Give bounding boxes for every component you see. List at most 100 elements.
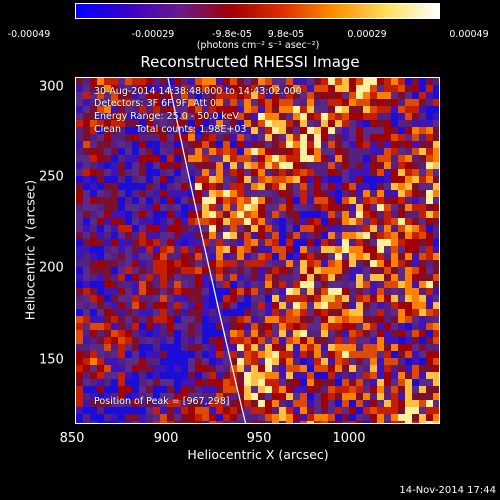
image-pixel — [90, 127, 97, 134]
image-pixel — [230, 260, 237, 267]
image-pixel — [132, 204, 139, 211]
image-pixel — [181, 365, 188, 372]
image-pixel — [321, 148, 328, 155]
image-pixel — [412, 176, 419, 183]
image-pixel — [90, 120, 97, 127]
image-pixel — [209, 176, 216, 183]
image-pixel — [209, 211, 216, 218]
image-pixel — [384, 281, 391, 288]
image-pixel — [377, 127, 384, 134]
image-pixel — [230, 197, 237, 204]
image-pixel — [230, 113, 237, 120]
image-pixel — [76, 274, 83, 281]
image-pixel — [167, 246, 174, 253]
image-pixel — [265, 309, 272, 316]
image-pixel — [286, 295, 293, 302]
image-pixel — [104, 232, 111, 239]
image-pixel — [335, 78, 342, 85]
image-pixel — [244, 183, 251, 190]
image-pixel — [209, 372, 216, 379]
image-pixel — [160, 225, 167, 232]
image-pixel — [370, 106, 377, 113]
image-pixel — [293, 407, 300, 414]
x-tick-label: 850 — [59, 431, 85, 446]
image-pixel — [412, 211, 419, 218]
image-pixel — [391, 190, 398, 197]
image-pixel — [237, 120, 244, 127]
image-pixel — [202, 316, 209, 323]
image-pixel — [209, 393, 216, 400]
image-pixel — [216, 113, 223, 120]
image-pixel — [335, 218, 342, 225]
image-pixel — [104, 197, 111, 204]
image-pixel — [153, 169, 160, 176]
image-pixel — [195, 239, 202, 246]
image-pixel — [188, 316, 195, 323]
image-pixel — [349, 134, 356, 141]
image-pixel — [405, 106, 412, 113]
image-pixel — [118, 386, 125, 393]
image-pixel — [223, 316, 230, 323]
image-pixel — [223, 330, 230, 337]
image-pixel — [139, 190, 146, 197]
image-pixel — [342, 148, 349, 155]
image-pixel — [335, 211, 342, 218]
image-pixel — [335, 379, 342, 386]
image-pixel — [244, 400, 251, 407]
image-pixel — [167, 225, 174, 232]
image-pixel — [377, 155, 384, 162]
image-pixel — [412, 190, 419, 197]
image-pixel — [335, 113, 342, 120]
image-pixel — [195, 316, 202, 323]
image-pixel — [328, 309, 335, 316]
image-pixel — [307, 120, 314, 127]
image-pixel — [111, 421, 118, 423]
image-pixel — [216, 316, 223, 323]
image-pixel — [258, 239, 265, 246]
image-pixel — [384, 414, 391, 421]
image-pixel — [363, 281, 370, 288]
image-pixel — [377, 183, 384, 190]
image-pixel — [83, 358, 90, 365]
image-pixel — [384, 99, 391, 106]
image-pixel — [335, 197, 342, 204]
image-pixel — [76, 197, 83, 204]
image-pixel — [132, 393, 139, 400]
image-pixel — [279, 365, 286, 372]
image-pixel — [384, 148, 391, 155]
image-pixel — [76, 400, 83, 407]
image-pixel — [153, 414, 160, 421]
image-pixel — [202, 400, 209, 407]
image-pixel — [356, 134, 363, 141]
image-pixel — [279, 246, 286, 253]
image-pixel — [398, 232, 405, 239]
image-pixel — [216, 379, 223, 386]
image-pixel — [370, 253, 377, 260]
image-pixel — [181, 134, 188, 141]
image-pixel — [433, 260, 439, 267]
image-pixel — [335, 365, 342, 372]
image-pixel — [202, 92, 209, 99]
image-pixel — [230, 372, 237, 379]
image-pixel — [139, 372, 146, 379]
image-pixel — [377, 211, 384, 218]
image-pixel — [160, 274, 167, 281]
image-pixel — [146, 351, 153, 358]
image-pixel — [335, 386, 342, 393]
image-pixel — [419, 113, 426, 120]
image-pixel — [251, 78, 258, 85]
image-pixel — [300, 365, 307, 372]
image-pixel — [412, 134, 419, 141]
image-pixel — [216, 337, 223, 344]
image-pixel — [181, 281, 188, 288]
image-pixel — [321, 288, 328, 295]
image-pixel — [111, 281, 118, 288]
image-pixel — [118, 141, 125, 148]
image-pixel — [174, 288, 181, 295]
image-pixel — [265, 302, 272, 309]
image-pixel — [223, 260, 230, 267]
image-pixel — [216, 225, 223, 232]
image-pixel — [335, 295, 342, 302]
image-pixel — [230, 393, 237, 400]
image-pixel — [349, 316, 356, 323]
